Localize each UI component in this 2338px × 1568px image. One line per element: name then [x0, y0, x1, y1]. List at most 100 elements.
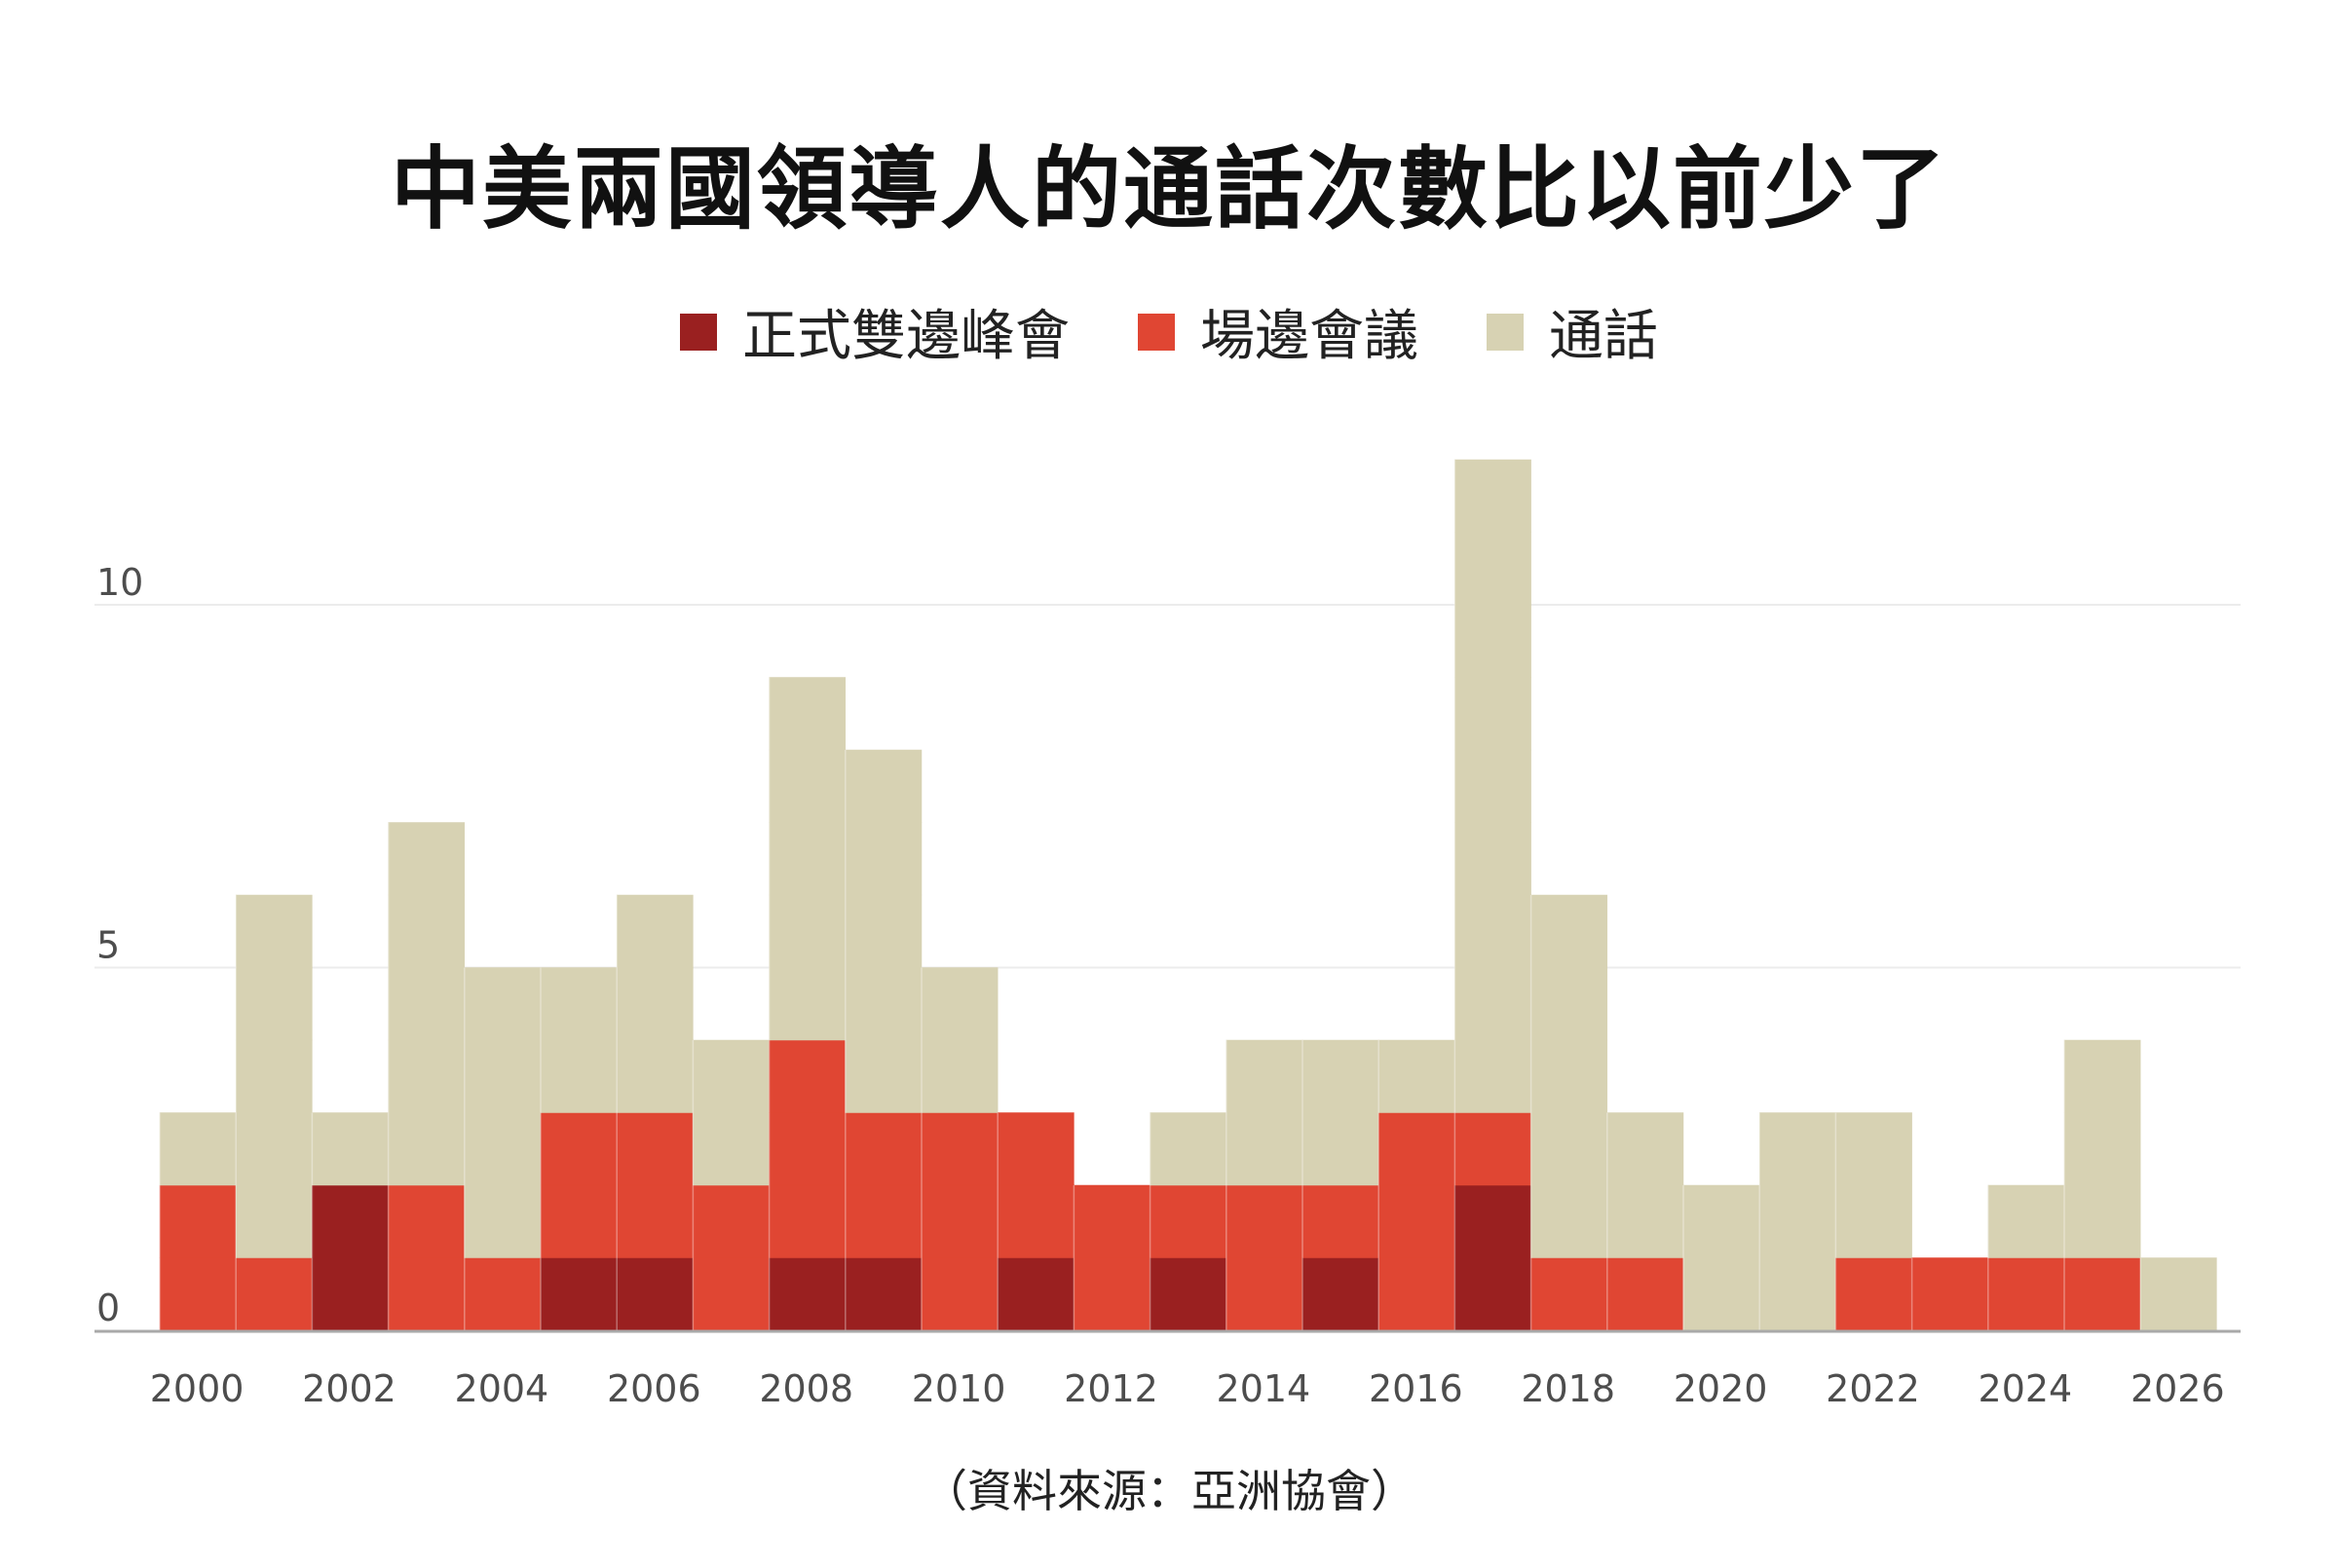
bar-segment-2018-s2: [1530, 967, 1608, 1041]
bar-segment-2006-s0: [616, 1257, 694, 1331]
x-tick-label-2016: 2016: [1369, 1367, 1463, 1410]
legend-item-sideline-meeting: 場邊會議: [1138, 292, 1418, 371]
legend-label-phone-call: 通話: [1549, 305, 1658, 368]
bar-segment-2017-s2: [1454, 604, 1531, 678]
x-tick-label-2024: 2024: [1979, 1367, 2073, 1410]
bar-segment-2025-s2: [2063, 1184, 2141, 1258]
bar-segment-2005-s1: [540, 1184, 618, 1258]
bar-segment-2021-s2: [1758, 1257, 1836, 1331]
bar-segment-2009-s2: [845, 967, 923, 1041]
bar-segment-2015-s2: [1301, 1112, 1379, 1186]
x-tick-label-2008: 2008: [759, 1367, 853, 1410]
bar-segment-2018-s2: [1530, 1039, 1608, 1113]
bar-segment-2003-s2: [388, 1039, 466, 1113]
bar-segment-2007-s1: [693, 1184, 770, 1258]
bar-segment-2013-s1: [1150, 1184, 1227, 1258]
bar-segment-2017-s2: [1454, 459, 1531, 533]
bar-segment-2008-s0: [769, 1257, 847, 1331]
bar-segment-2008-s2: [769, 894, 847, 968]
bar-segment-2001-s2: [235, 1184, 313, 1258]
bar-segment-2017-s2: [1454, 749, 1531, 823]
bar-segment-2011-s1: [997, 1112, 1075, 1186]
bar-segment-2009-s2: [845, 749, 923, 823]
bar-segment-2015-s0: [1301, 1257, 1379, 1331]
bar-segment-2009-s1: [845, 1184, 923, 1258]
bar-segment-2003-s1: [388, 1257, 466, 1331]
bar-segment-2000-s1: [159, 1257, 237, 1331]
bar-segment-2012-s1: [1074, 1184, 1150, 1258]
bar-segment-2022-s2: [1835, 1112, 1912, 1186]
bar-segment-2003-s2: [388, 1112, 466, 1186]
bar-segment-2025-s2: [2063, 1039, 2141, 1113]
bar-segment-2008-s2: [769, 822, 847, 896]
bar-segment-2001-s2: [235, 1112, 313, 1186]
bar-segment-2019-s1: [1606, 1257, 1684, 1331]
legend-swatch-phone-call: [1487, 313, 1524, 351]
x-tick-label-2026: 2026: [2131, 1367, 2225, 1410]
bar-segment-2024-s2: [1987, 1184, 2065, 1258]
bar-segment-2010-s2: [921, 967, 999, 1041]
bar-segment-2000-s1: [159, 1184, 237, 1258]
bar-segment-2009-s2: [845, 822, 923, 896]
bar-segment-2016-s1: [1377, 1257, 1455, 1331]
bar-segment-2012-s1: [1074, 1257, 1150, 1331]
legend: 正式雙邊峰會 場邊會議 通話: [0, 292, 2338, 371]
bar-segment-2015-s1: [1301, 1184, 1379, 1258]
bar-segment-2010-s1: [921, 1257, 999, 1331]
bar-segment-2017-s0: [1454, 1257, 1531, 1331]
bar-segment-2006-s2: [616, 1039, 694, 1113]
bar-segment-2008-s2: [769, 967, 847, 1041]
bar-segment-2004-s2: [464, 1112, 542, 1186]
x-tick-label-2004: 2004: [455, 1367, 549, 1410]
x-tick-label-2010: 2010: [912, 1367, 1006, 1410]
bar-segment-2000-s2: [159, 1112, 237, 1186]
x-tick-label-2014: 2014: [1217, 1367, 1311, 1410]
bar-segment-2006-s1: [616, 1184, 694, 1258]
legend-swatch-formal-summit: [680, 313, 717, 351]
bar-segment-2013-s0: [1150, 1257, 1227, 1331]
bar-segment-2025-s1: [2063, 1257, 2141, 1331]
bar-segment-2010-s1: [921, 1184, 999, 1258]
x-tick-label-2012: 2012: [1064, 1367, 1158, 1410]
bar-segment-2017-s2: [1454, 894, 1531, 968]
bar-segment-2017-s2: [1454, 822, 1531, 896]
bar-segment-2017-s1: [1454, 1112, 1531, 1186]
bar-segment-2008-s1: [769, 1112, 847, 1186]
bar-segment-2008-s1: [769, 1039, 847, 1113]
bar-segment-2021-s2: [1758, 1112, 1836, 1186]
bar-segment-2014-s1: [1226, 1184, 1303, 1258]
bar-segment-2011-s1: [997, 1184, 1075, 1258]
bar-segment-2016-s1: [1377, 1184, 1455, 1258]
bar-segment-2009-s2: [845, 894, 923, 968]
bar-segment-2008-s1: [769, 1184, 847, 1258]
bar-segment-2018-s1: [1530, 1257, 1608, 1331]
bar-segment-2001-s2: [235, 1039, 313, 1113]
bar-segment-2009-s1: [845, 1112, 923, 1186]
bar-segment-2004-s2: [464, 1039, 542, 1113]
bar-segment-2002-s0: [312, 1184, 389, 1258]
bar-segment-2002-s0: [312, 1257, 389, 1331]
y-tick-label-10: 10: [96, 561, 143, 604]
bar-segment-2004-s1: [464, 1257, 542, 1331]
bar-segment-2009-s0: [845, 1257, 923, 1331]
bar-segment-2005-s0: [540, 1257, 618, 1331]
legend-item-phone-call: 通話: [1487, 292, 1658, 371]
x-tick-label-2002: 2002: [302, 1367, 396, 1410]
chart-title: 中美兩國領導人的通話次數比以前少了: [390, 137, 1947, 242]
legend-label-sideline-meeting: 場邊會議: [1200, 305, 1418, 368]
bar-segment-2019-s2: [1606, 1112, 1684, 1186]
bar-segment-2005-s2: [540, 1039, 618, 1113]
legend-swatch-sideline-meeting: [1138, 313, 1175, 351]
bar-segment-2024-s1: [1987, 1257, 2065, 1331]
bar-segment-2018-s2: [1530, 894, 1608, 968]
bar-segment-2003-s2: [388, 967, 466, 1041]
bar-segment-2001-s2: [235, 967, 313, 1041]
bar-segment-2016-s1: [1377, 1112, 1455, 1186]
bar-segment-2008-s2: [769, 749, 847, 823]
bar-segment-2002-s2: [312, 1112, 389, 1186]
bar-segment-2003-s2: [388, 822, 466, 896]
bar-segment-2007-s2: [693, 1112, 770, 1186]
bar-segment-2014-s1: [1226, 1257, 1303, 1331]
bar-segment-2008-s2: [769, 677, 847, 751]
